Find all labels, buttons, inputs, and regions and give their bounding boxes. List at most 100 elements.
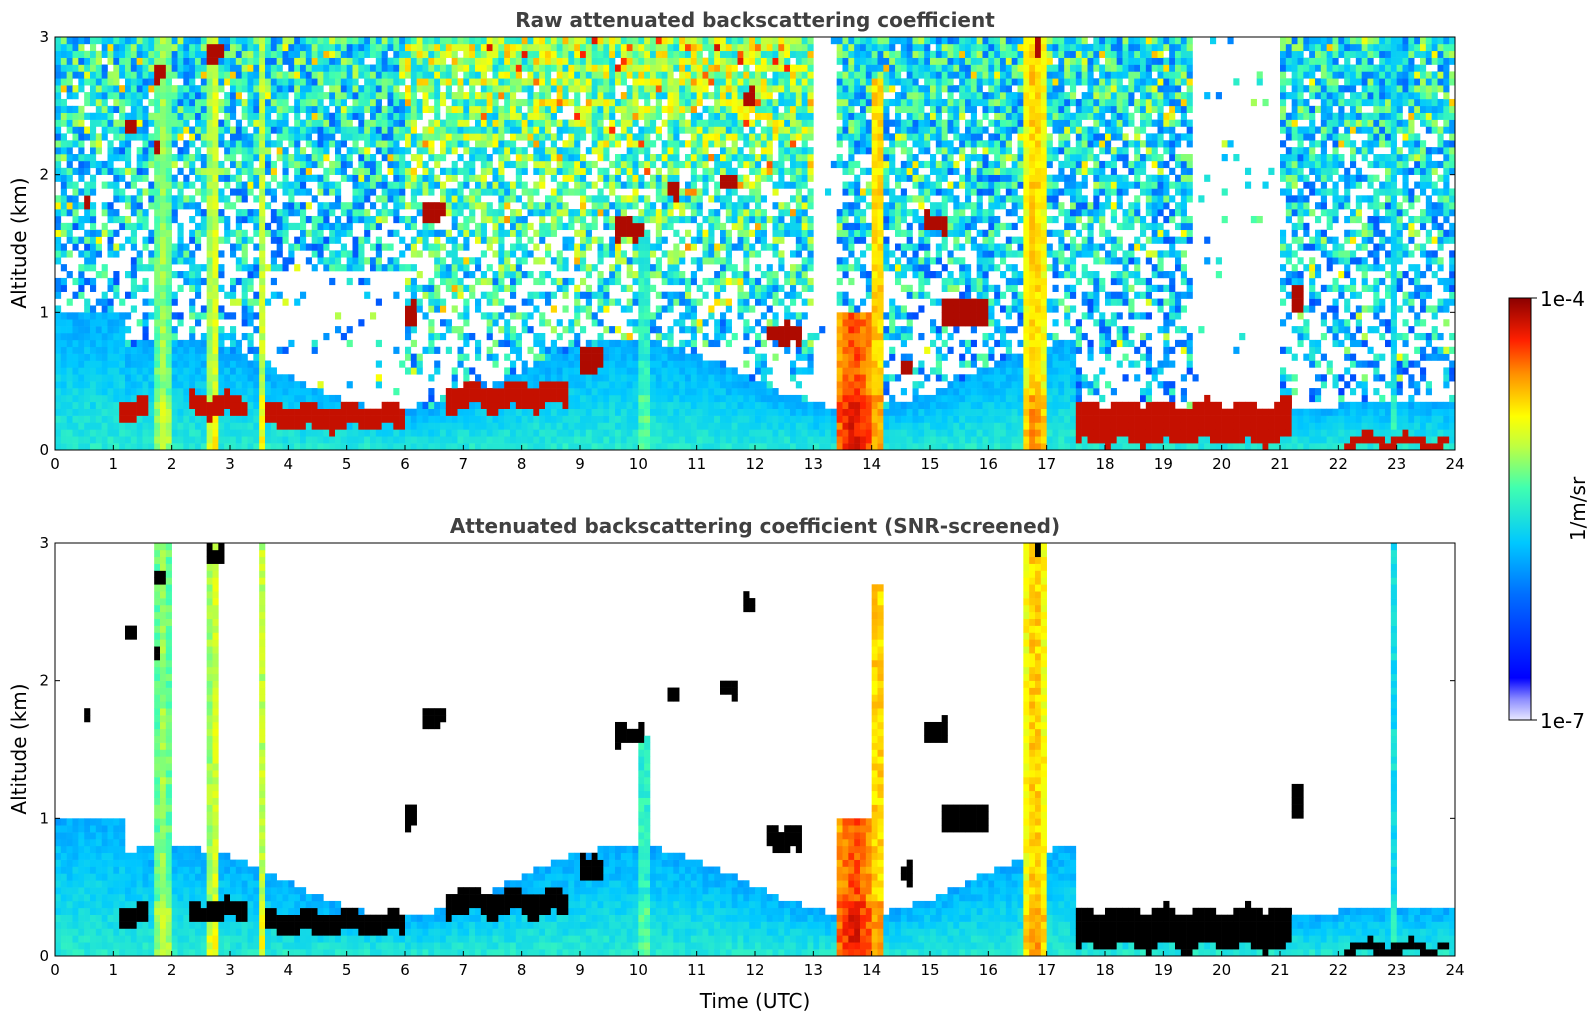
heatmap-cell (142, 415, 149, 423)
heatmap-cell (515, 37, 522, 45)
heatmap-cell (66, 367, 73, 375)
heatmap-cell (165, 105, 172, 114)
heatmap-cell (358, 133, 365, 141)
heatmap-cell (469, 174, 476, 182)
heatmap-cell (510, 50, 517, 58)
heatmap-cell (206, 140, 213, 148)
heatmap-cell (545, 85, 552, 93)
heatmap-cell (119, 443, 126, 450)
heatmap-cell (364, 277, 371, 286)
heatmap-cell (556, 209, 563, 217)
heatmap-cell (107, 339, 114, 348)
heatmap-cell (125, 37, 132, 45)
heatmap-cell (381, 126, 388, 134)
heatmap-cell (650, 181, 657, 189)
heatmap-cell (259, 415, 266, 423)
heatmap-cell (241, 394, 248, 403)
heatmap-cell (329, 202, 336, 210)
heatmap-cell (650, 140, 657, 148)
heatmap-cell (55, 353, 62, 361)
heatmap-cell (265, 43, 272, 52)
heatmap-cell (539, 174, 546, 182)
heatmap-cell (638, 422, 645, 430)
heatmap-cell (632, 105, 639, 114)
heatmap-cell (515, 422, 522, 430)
heatmap-cell (585, 181, 592, 189)
heatmap-cell (667, 140, 674, 148)
heatmap-cell (527, 43, 534, 52)
heatmap-cell (136, 43, 143, 52)
heatmap-cell (247, 71, 254, 79)
heatmap-cell (667, 43, 674, 52)
heatmap-cell (136, 133, 143, 141)
heatmap-cell (206, 92, 213, 100)
heatmap-cell (107, 401, 114, 409)
heatmap-cell (597, 374, 604, 382)
heatmap-cell (212, 243, 219, 251)
heatmap-cell (259, 71, 266, 79)
heatmap-cell (609, 415, 616, 423)
heatmap-cell (119, 215, 126, 224)
heatmap-cell (568, 236, 575, 244)
heatmap-cell (171, 174, 178, 182)
heatmap-cell (142, 222, 149, 231)
heatmap-cell (685, 429, 692, 437)
heatmap-cell (241, 71, 248, 79)
heatmap-cell (78, 188, 85, 196)
heatmap-cell (580, 85, 587, 93)
heatmap-cell (568, 243, 575, 251)
heatmap-cell (661, 353, 668, 361)
heatmap-cell (189, 215, 196, 224)
heatmap-cell (644, 147, 651, 155)
heatmap-cell (591, 394, 598, 403)
heatmap-cell (638, 195, 645, 203)
heatmap-cell (276, 154, 283, 162)
heatmap-cell (136, 319, 143, 327)
heatmap-cell (387, 443, 394, 450)
heatmap-cell (101, 408, 108, 416)
heatmap-cell (655, 188, 662, 196)
heatmap-cell (311, 415, 318, 423)
heatmap-cell (469, 126, 476, 134)
heatmap-cell (206, 119, 213, 127)
heatmap-cell (294, 401, 301, 409)
heatmap-cell (486, 264, 493, 272)
heatmap-cell (154, 174, 161, 182)
heatmap-cell (644, 291, 651, 299)
heatmap-cell (661, 105, 668, 114)
heatmap-cell (387, 401, 394, 409)
heatmap-cell (200, 422, 207, 430)
heatmap-cell (189, 250, 196, 258)
heatmap-cell (230, 346, 237, 354)
heatmap-cell (113, 188, 120, 196)
heatmap-cell (644, 339, 651, 348)
heatmap-cell (235, 147, 242, 155)
heatmap-cell (428, 401, 435, 409)
heatmap-cell (539, 236, 546, 244)
heatmap-cell (550, 408, 557, 416)
heatmap-cell (270, 57, 277, 65)
heatmap-cell (667, 147, 674, 155)
heatmap-cell (580, 209, 587, 217)
heatmap-cell (661, 85, 668, 93)
heatmap-cell (241, 436, 248, 444)
heatmap-cell (358, 57, 365, 65)
heatmap-cell (685, 422, 692, 430)
heatmap-cell (78, 415, 85, 423)
heatmap-cell (329, 78, 336, 86)
heatmap-cell (545, 98, 552, 107)
heatmap-cell (101, 222, 108, 231)
heatmap-cell (136, 443, 143, 450)
heatmap-cell (440, 264, 447, 272)
heatmap-cell (200, 50, 207, 58)
heatmap-cell (597, 353, 604, 361)
heatmap-cell (329, 222, 336, 231)
heatmap-cell (620, 92, 627, 100)
heatmap-cell (107, 415, 114, 423)
heatmap-cell (510, 140, 517, 148)
heatmap-cell (317, 160, 324, 169)
heatmap-cell (259, 339, 266, 348)
heatmap-cell (510, 408, 517, 416)
heatmap-cell (399, 415, 406, 423)
heatmap-cell (405, 85, 412, 93)
